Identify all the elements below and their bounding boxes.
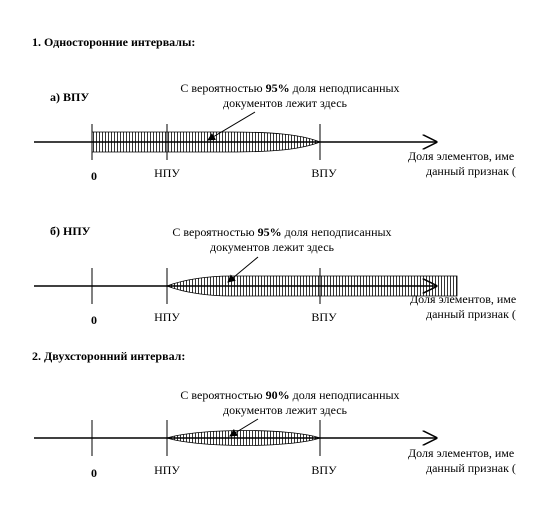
note-text: доля неподписанных	[290, 81, 400, 95]
axis-label: Доля элементов, име	[408, 446, 514, 460]
tick-label: 0	[91, 313, 97, 327]
note-text: С вероятностью	[180, 388, 265, 402]
note-prob: 90%	[266, 388, 290, 402]
tick-label: НПУ	[154, 166, 180, 180]
note: документов лежит здесь	[223, 96, 348, 110]
axis-label: данный признак (	[426, 461, 516, 475]
axis-label: Доля элементов, име	[410, 292, 516, 306]
note: С вероятностью 90% доля неподписанных	[180, 388, 399, 402]
panel-label: б) НПУ	[50, 224, 91, 238]
tick-label: ВПУ	[311, 463, 337, 477]
axis-label: данный признак (	[426, 307, 516, 321]
note: С вероятностью 95% доля неподписанных	[172, 225, 391, 239]
note: С вероятностью 95% доля неподписанных	[180, 81, 399, 95]
section-title: 2. Двухсторонний интервал:	[32, 349, 185, 363]
note: документов лежит здесь	[223, 403, 348, 417]
tick-label: ВПУ	[311, 166, 337, 180]
tick-label: 0	[91, 169, 97, 183]
section-title: 1. Односторонние интервалы:	[32, 35, 195, 49]
tick-label: 0	[91, 466, 97, 480]
axis-label: Доля элементов, име	[408, 149, 514, 163]
note-text: доля неподписанных	[290, 388, 400, 402]
note-prob: 95%	[258, 225, 282, 239]
note-text: С вероятностью	[180, 81, 265, 95]
pointer	[207, 111, 256, 141]
tick-label: ВПУ	[311, 310, 337, 324]
pointer	[229, 418, 259, 437]
note-prob: 95%	[266, 81, 290, 95]
note-text: доля неподписанных	[282, 225, 392, 239]
tick-label: НПУ	[154, 310, 180, 324]
tick-label: НПУ	[154, 463, 180, 477]
axis-label: данный признак (	[426, 164, 516, 178]
note-text: С вероятностью	[172, 225, 257, 239]
note: документов лежит здесь	[210, 240, 335, 254]
pointer	[227, 256, 259, 283]
panel-label: а) ВПУ	[50, 90, 89, 104]
